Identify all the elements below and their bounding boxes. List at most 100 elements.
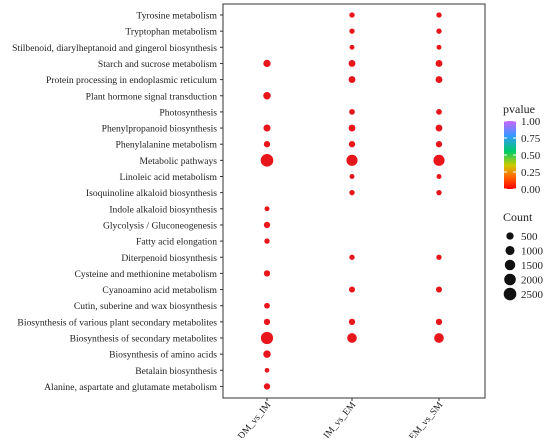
data-point [264, 238, 270, 244]
count-legend-dot [503, 287, 517, 301]
data-point [349, 28, 355, 34]
data-points [260, 12, 445, 390]
count-legend-dot [504, 259, 516, 271]
data-point [348, 141, 356, 148]
y-tick-label: Isoquinoline alkaloid biosynthesis [86, 188, 217, 199]
y-axis-labels: Tyrosine metabolism Tryptophan metabolism… [12, 11, 217, 393]
data-point [435, 286, 443, 293]
y-tick-label: Cutin, suberine and wax biosynthesis [74, 301, 217, 312]
data-point [263, 318, 271, 326]
count-legend: Count 500 1000 1500 2000 2500 [503, 210, 544, 301]
data-point [435, 76, 443, 84]
data-point [263, 383, 271, 390]
data-point [346, 154, 358, 166]
data-point [436, 12, 442, 18]
data-point [434, 333, 444, 343]
data-point [433, 154, 445, 166]
count-legend-label: 1000 [521, 246, 544, 258]
data-point [260, 154, 274, 167]
y-tick-label: Glycolysis / Gluconeogenesis [103, 220, 217, 231]
data-point [435, 60, 443, 67]
y-tick-label: Plant hormone signal transduction [86, 91, 218, 102]
data-point [348, 60, 356, 67]
data-point [263, 141, 271, 148]
data-point [264, 367, 270, 373]
x-tick-label: IM_vs_EM [321, 400, 358, 438]
pvalue-tick-label: 0.75 [521, 133, 541, 145]
data-point [348, 76, 356, 84]
data-point [349, 254, 355, 260]
data-point [263, 124, 271, 132]
count-legend-label: 2000 [521, 275, 544, 287]
y-tick-label: Linoleic acid metabolism [119, 172, 217, 183]
y-tick-label: Metabolic pathways [139, 156, 217, 167]
x-tick-label: EM_vs_SM [407, 400, 446, 438]
count-legend-items: 500 1000 1500 2000 2500 [503, 231, 544, 301]
count-legend-dot [504, 273, 516, 286]
data-point [349, 109, 355, 115]
data-point [436, 189, 442, 196]
data-point [349, 189, 355, 196]
data-point [263, 221, 271, 229]
pvalue-tick-label: 0.25 [521, 167, 541, 179]
x-axis-labels: DM_vs_IM IM_vs_EM EM_vs_SM [236, 400, 446, 443]
data-point [349, 44, 355, 50]
pvalue-tick-label: 1.00 [521, 116, 541, 128]
y-tick-label: Photosynthesis [159, 107, 217, 118]
pvalue-legend-ticks: 1.00 0.75 0.50 0.25 0.00 [504, 116, 541, 196]
data-point [435, 141, 443, 148]
data-point [436, 44, 442, 50]
y-tick-label: Starch and sucrose metabolism [98, 59, 218, 70]
data-point [436, 109, 442, 115]
pvalue-legend-title: pvalue [503, 102, 535, 116]
data-point [435, 318, 443, 326]
y-tick-label: Biosynthesis of various plant secondary … [17, 317, 217, 328]
y-axis-ticks [220, 14, 223, 387]
pvalue-tick-label: 0.50 [521, 150, 541, 162]
y-tick-label: Fatty acid elongation [136, 237, 217, 248]
y-tick-label: Phenylalanine metabolism [115, 140, 217, 151]
x-axis-ticks [266, 398, 440, 401]
data-point [349, 12, 355, 18]
data-point [260, 331, 274, 345]
data-point [263, 350, 271, 358]
data-point [436, 28, 442, 34]
y-tick-label: Indole alkaloid biosynthesis [109, 204, 217, 215]
data-point [263, 270, 271, 277]
data-point [436, 254, 442, 260]
count-legend-title: Count [503, 210, 533, 224]
data-point [263, 92, 271, 100]
count-legend-dot [506, 232, 514, 240]
x-tick-label: DM_vs_IM [236, 400, 274, 438]
y-tick-label: Biosynthesis of amino acids [109, 350, 217, 361]
data-point [264, 206, 270, 212]
data-point [435, 124, 443, 132]
y-tick-label: Diterpenoid biosynthesis [121, 253, 217, 264]
data-point [348, 286, 356, 293]
pvalue-tick-label: 0.00 [521, 184, 541, 196]
count-legend-dot [505, 245, 515, 256]
data-point [264, 302, 270, 309]
data-point [348, 318, 356, 326]
y-tick-label: Cysteine and methionine metabolism [74, 269, 217, 280]
y-tick-label: Stilbenoid, diarylheptanoid and gingerol… [12, 43, 217, 54]
y-tick-label: Cyanoamino acid metabolism [102, 285, 217, 296]
y-tick-label: Phenylpropanoid biosynthesis [102, 124, 218, 135]
y-tick-label: Tryptophan metabolism [125, 27, 217, 38]
y-tick-label: Biosynthesis of secondary metabolites [70, 334, 218, 345]
y-tick-label: Betalain biosynthesis [135, 366, 217, 377]
data-point [349, 174, 355, 179]
pvalue-legend: pvalue 1.00 0.75 0.50 0.25 0.00 [503, 102, 541, 196]
data-point [347, 333, 357, 343]
data-point [263, 59, 271, 68]
y-tick-label: Alanine, aspartate and glutamate metabol… [44, 382, 217, 393]
count-legend-label: 500 [521, 231, 538, 243]
count-legend-label: 2500 [521, 289, 544, 301]
data-point [348, 124, 356, 132]
data-point [436, 174, 442, 179]
y-tick-label: Protein processing in endoplasmic reticu… [46, 75, 218, 86]
y-tick-label: Tyrosine metabolism [136, 11, 217, 22]
count-legend-label: 1500 [521, 260, 544, 272]
